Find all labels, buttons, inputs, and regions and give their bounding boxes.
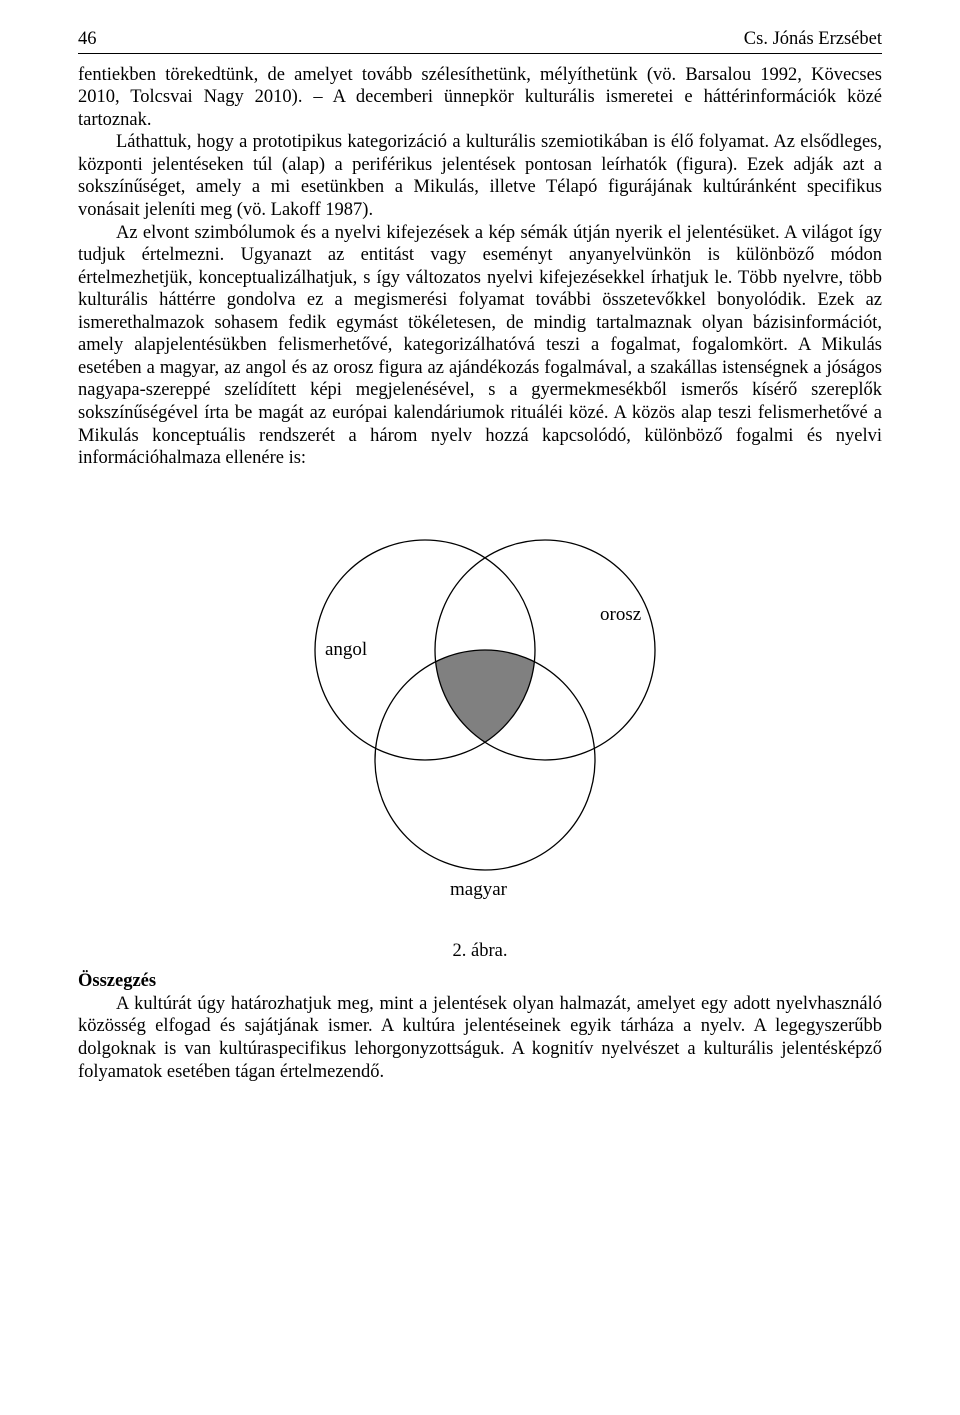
venn-label-orosz: orosz [600,604,641,625]
running-header: 46 Cs. Jónás Erzsébet [78,28,882,54]
summary-heading: Összegzés [78,970,882,993]
venn-diagram-container: angol orosz magyar [78,500,882,920]
paragraph-1b: Láthattuk, hogy a prototipikus kategoriz… [78,131,882,221]
paragraph-2: A kultúrát úgy határozhatjuk meg, mint a… [78,993,882,1083]
venn-label-angol: angol [325,639,367,660]
venn-diagram: angol orosz magyar [270,500,690,920]
venn-label-magyar: magyar [450,879,508,900]
running-title: Cs. Jónás Erzsébet [744,28,882,51]
figure-caption: 2. ábra. [78,940,882,963]
page-number: 46 [78,28,97,51]
page: 46 Cs. Jónás Erzsébet fentiekben töreked… [0,0,960,1415]
paragraph-1c: Az elvont szimbólumok és a nyelvi kifeje… [78,222,882,470]
paragraph-1a: fentiekben törekedtünk, de amelyet továb… [78,64,882,132]
